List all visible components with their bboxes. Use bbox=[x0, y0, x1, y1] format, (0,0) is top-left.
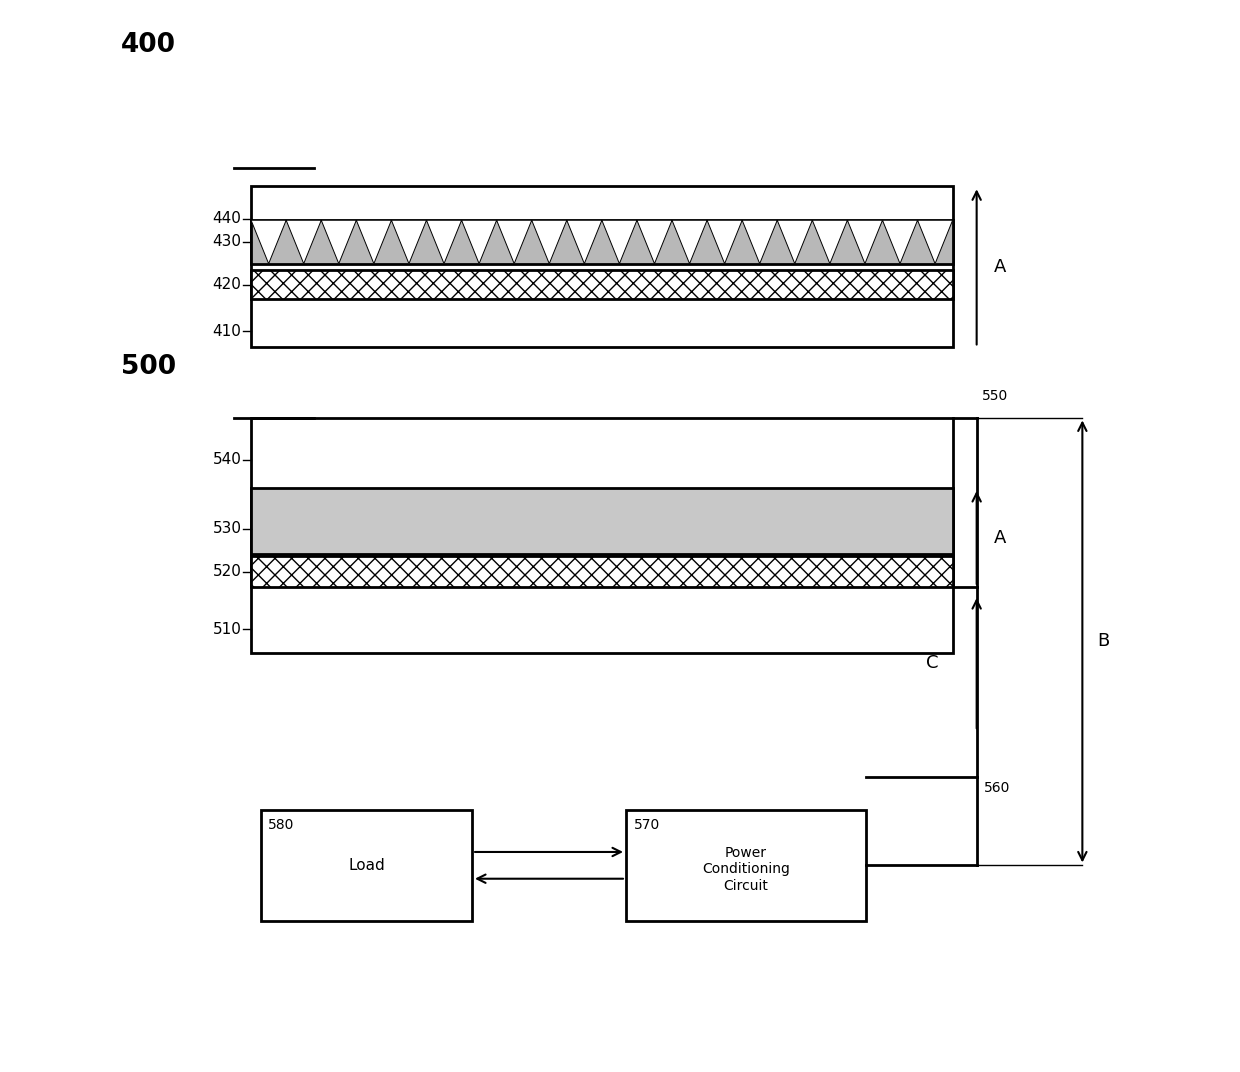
Polygon shape bbox=[567, 220, 601, 264]
Polygon shape bbox=[250, 220, 286, 264]
Polygon shape bbox=[847, 220, 883, 264]
Polygon shape bbox=[321, 220, 356, 264]
Bar bbox=[250, 488, 952, 554]
Text: 400: 400 bbox=[122, 32, 176, 58]
Text: Load: Load bbox=[348, 858, 384, 873]
Text: B: B bbox=[1096, 632, 1109, 651]
Bar bbox=[250, 556, 952, 587]
Text: 570: 570 bbox=[634, 818, 660, 832]
Polygon shape bbox=[707, 220, 743, 264]
Polygon shape bbox=[392, 220, 427, 264]
Text: 520: 520 bbox=[212, 564, 242, 579]
Bar bbox=[626, 809, 866, 921]
Text: 560: 560 bbox=[985, 780, 1011, 794]
Polygon shape bbox=[918, 220, 952, 264]
Polygon shape bbox=[497, 220, 532, 264]
Text: 580: 580 bbox=[268, 818, 295, 832]
Polygon shape bbox=[286, 220, 321, 264]
Polygon shape bbox=[356, 220, 392, 264]
Text: 410: 410 bbox=[212, 324, 242, 339]
Polygon shape bbox=[532, 220, 567, 264]
Polygon shape bbox=[777, 220, 812, 264]
Bar bbox=[250, 270, 952, 299]
Bar bbox=[250, 220, 952, 264]
Polygon shape bbox=[883, 220, 918, 264]
Polygon shape bbox=[637, 220, 672, 264]
Polygon shape bbox=[672, 220, 707, 264]
Text: 430: 430 bbox=[212, 235, 242, 250]
Text: A: A bbox=[994, 258, 1007, 276]
Text: 500: 500 bbox=[122, 354, 176, 379]
Polygon shape bbox=[601, 220, 637, 264]
Text: 530: 530 bbox=[212, 521, 242, 536]
Text: 540: 540 bbox=[212, 452, 242, 467]
Text: A: A bbox=[994, 528, 1007, 547]
Polygon shape bbox=[743, 220, 777, 264]
Bar bbox=[250, 187, 952, 347]
Bar bbox=[250, 418, 952, 653]
Polygon shape bbox=[427, 220, 461, 264]
Text: 550: 550 bbox=[982, 389, 1008, 403]
Bar bbox=[260, 809, 472, 921]
Text: 420: 420 bbox=[212, 277, 242, 292]
Text: 510: 510 bbox=[212, 622, 242, 637]
Text: C: C bbox=[926, 654, 939, 672]
Text: Power
Conditioning
Circuit: Power Conditioning Circuit bbox=[702, 846, 790, 893]
Text: 440: 440 bbox=[212, 211, 242, 226]
Polygon shape bbox=[812, 220, 847, 264]
Polygon shape bbox=[461, 220, 497, 264]
